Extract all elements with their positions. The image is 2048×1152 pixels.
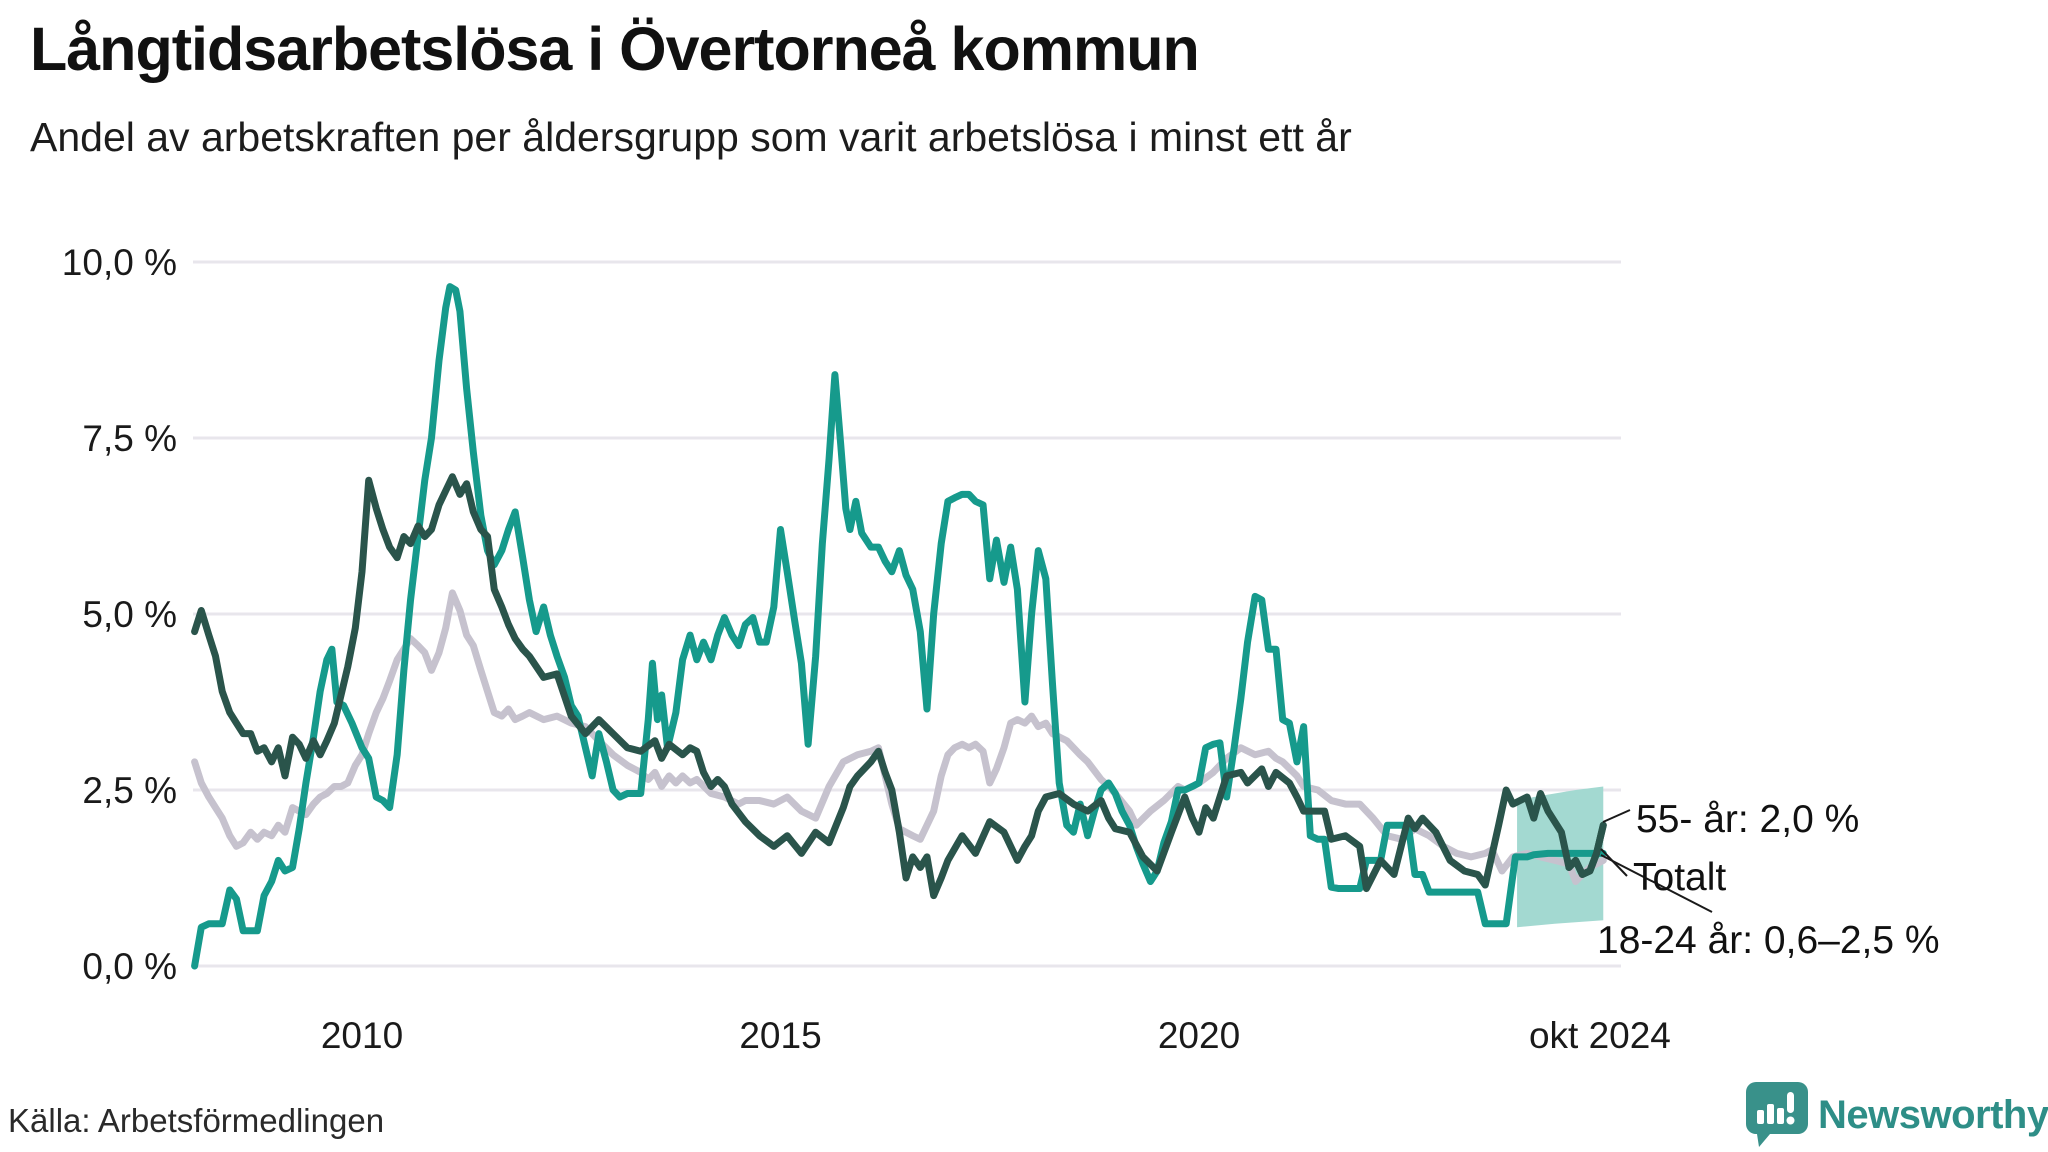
x-axis-tick-label: 2020 <box>1158 1015 1240 1056</box>
x-axis-tick-label: okt 2024 <box>1529 1015 1671 1056</box>
y-axis-tick-label: 7,5 % <box>82 418 177 459</box>
series-end-annotation: 55- år: 2,0 % <box>1636 798 1859 841</box>
annotation-leader-line <box>1600 854 1713 913</box>
y-axis-tick-label: 5,0 % <box>82 594 177 635</box>
series-line-55plus <box>191 473 1607 900</box>
series-line-18-24 <box>191 283 1607 970</box>
series-line-55plus-end <box>1565 821 1607 878</box>
newsworthy-logo: Newsworthy <box>1746 1082 2048 1148</box>
source-note: Källa: Arbetsförmedlingen <box>8 1102 385 1139</box>
page-title: Långtidsarbetslösa i Övertorneå kommun <box>30 15 1200 83</box>
x-axis-tick-label: 2015 <box>739 1015 821 1056</box>
x-axis-tick-label: 2010 <box>321 1015 403 1056</box>
annotation-leader-line <box>1602 809 1631 823</box>
series-end-annotation: 18-24 år: 0,6–2,5 % <box>1597 919 1940 962</box>
newsworthy-icon <box>1746 1082 1808 1147</box>
y-axis-tick-label: 10,0 % <box>62 242 177 283</box>
chart-subtitle: Andel av arbetskraften per åldersgrupp s… <box>30 114 1352 160</box>
series-end-annotation: Totalt <box>1633 856 1726 899</box>
uncertainty-band <box>1517 786 1604 928</box>
y-axis-tick-label: 2,5 % <box>82 770 177 811</box>
y-axis-tick-label: 0,0 % <box>82 946 177 987</box>
newsworthy-wordmark: Newsworthy <box>1818 1092 2048 1137</box>
